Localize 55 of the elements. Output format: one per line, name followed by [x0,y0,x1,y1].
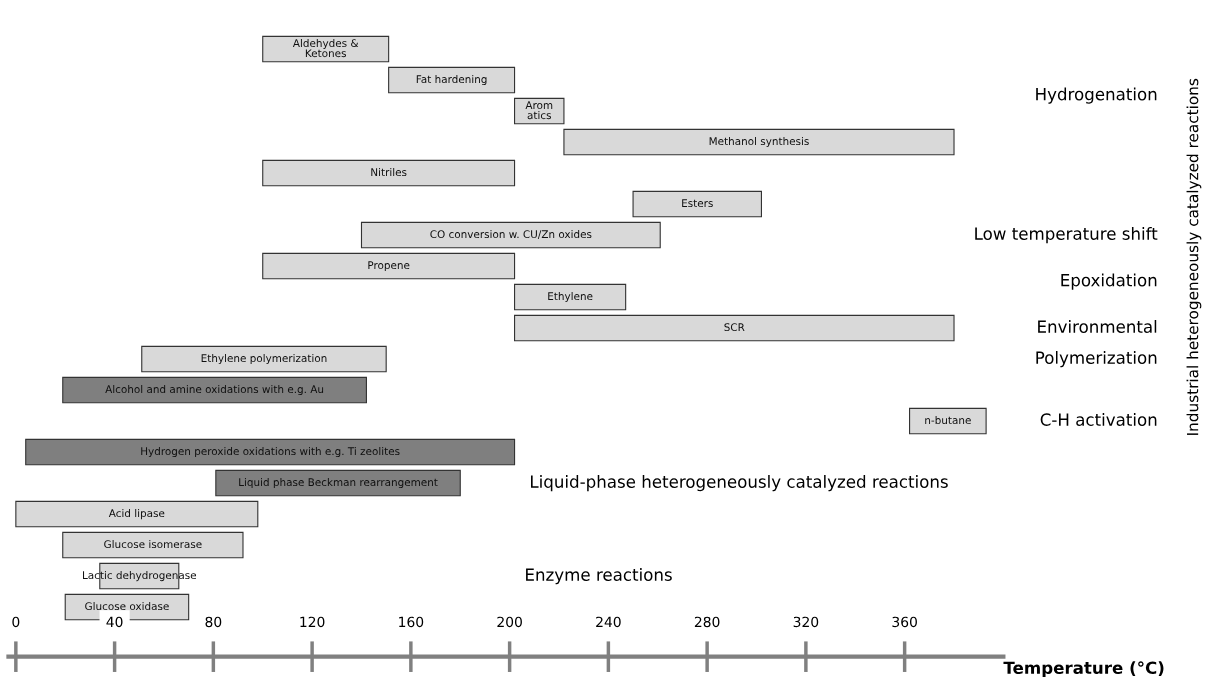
bar [215,469,461,497]
text: Hydrogenation [1036,87,1157,104]
text: Industrial heterogeneously catalyzed reactions [1186,78,1202,435]
x-tick-label: 240 [596,616,621,628]
bar [514,97,565,125]
bar [262,252,516,280]
y-tick-label: n-butane [925,416,971,425]
bar [15,500,259,528]
x-tick-label: 80 [205,616,222,628]
bar [388,66,516,94]
y-tick-label: Liquid phase Beckman rearrangement [239,478,438,489]
y-tick-label: Glucose isomerase [104,540,202,549]
y-tick-label: Fat hardening [416,75,487,86]
y-tick-label: Arom atics [525,101,553,120]
x-axis-title: Temperature (°C) [1003,661,1164,677]
y-tick-label: Acid lipase [108,509,165,520]
bar [262,159,516,187]
text: Epoxidation [1061,273,1157,290]
bar [909,407,987,435]
annotation: Liquid-phase heterogeneously catalyzed reactions [531,475,948,492]
annotation: Low temperature shift [975,227,1158,244]
bar [25,438,516,466]
bar [62,376,367,404]
bar [360,221,661,249]
bar [62,531,244,559]
x-tick-label: 40 [106,616,123,628]
y-tick-label: Alcohol and amine oxidations with e.g. Au [105,385,324,396]
x-tick-label: 280 [694,616,720,628]
x-tick-label: 200 [497,616,522,628]
y-tick-label: Ethylene [548,292,593,303]
y-tick-label: Esters [682,199,713,208]
annotation: Enzyme reactions [526,568,672,585]
x-tick-label: 0 [12,616,20,628]
x-tick-label: 120 [300,616,325,628]
y-tick-label: SCR [724,323,745,332]
y-tick-label: Hydrogen peroxide oxidations with e.g. Ti zeolites [141,447,400,458]
bar [632,190,762,218]
y-tick-label: Aldehydes & Ketones [292,38,359,58]
bar [563,128,955,156]
y-tick-label: Propene [368,261,410,272]
text: C-H activation [1040,413,1157,426]
y-tick-label: CO conversion w. CU/Zn oxides [430,230,592,239]
bar [141,345,387,373]
bar [514,314,955,342]
y-tick-label: Glucose oxidase [85,602,169,611]
bar [262,35,390,63]
x-tick-label: 320 [793,616,819,628]
x-tick-label: 360 [892,616,917,628]
y-tick-label: Nitriles [371,168,407,177]
y-tick-label: Methanol synthesis [709,137,809,148]
x-tick-label: 160 [399,616,424,628]
text: Environmental [1038,320,1157,333]
bar [514,283,627,311]
text: Polymerization [1036,351,1157,368]
y-tick-label: Ethylene polymerization [201,354,327,365]
